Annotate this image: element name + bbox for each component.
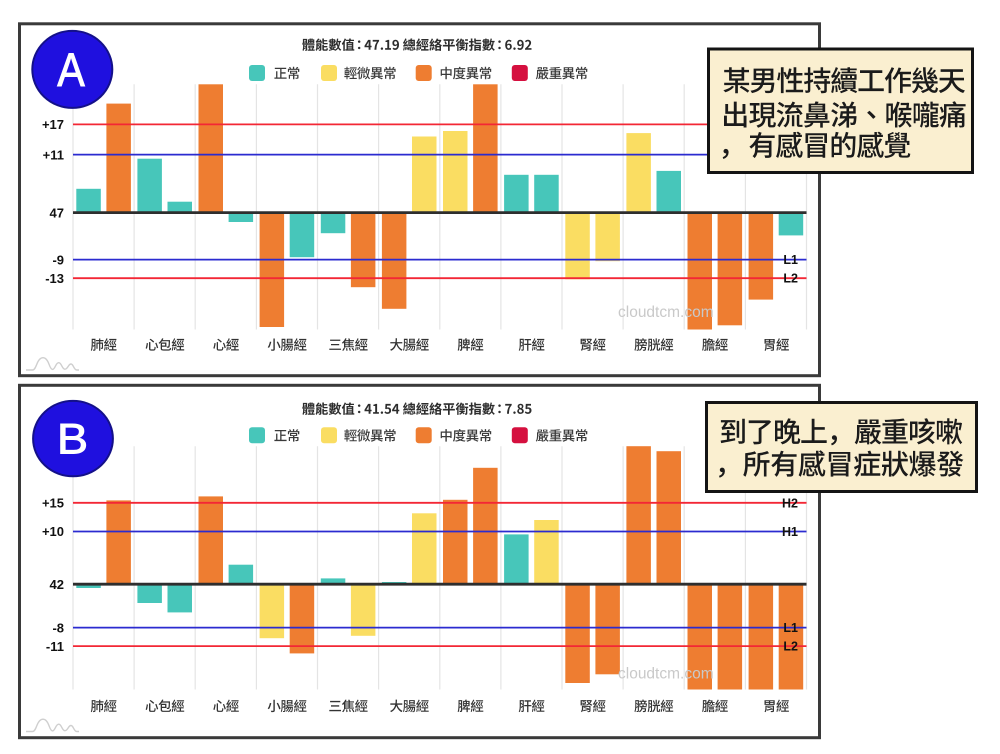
svg-text:+10: +10 bbox=[42, 524, 64, 539]
svg-text:+17: +17 bbox=[42, 117, 64, 132]
svg-text:L2: L2 bbox=[783, 640, 798, 654]
svg-text:L2: L2 bbox=[783, 272, 798, 286]
svg-text:L1: L1 bbox=[783, 621, 798, 635]
svg-text:42: 42 bbox=[50, 577, 64, 592]
svg-text:-8: -8 bbox=[52, 620, 64, 635]
svg-text:+15: +15 bbox=[42, 496, 64, 511]
svg-text:-11: -11 bbox=[46, 639, 64, 654]
svg-text:H1: H1 bbox=[782, 525, 798, 539]
svg-text:47: 47 bbox=[50, 205, 64, 220]
svg-text:H2: H2 bbox=[782, 496, 798, 510]
svg-text:-13: -13 bbox=[45, 271, 64, 286]
svg-text:B: B bbox=[57, 414, 88, 463]
svg-text:cloudtcm.com: cloudtcm.com bbox=[618, 666, 714, 683]
svg-text:cloudtcm.com: cloudtcm.com bbox=[618, 304, 714, 321]
svg-text:+11: +11 bbox=[43, 147, 64, 162]
svg-text:-9: -9 bbox=[52, 252, 64, 267]
svg-text:L1: L1 bbox=[783, 253, 798, 267]
svg-text:A: A bbox=[57, 44, 85, 96]
